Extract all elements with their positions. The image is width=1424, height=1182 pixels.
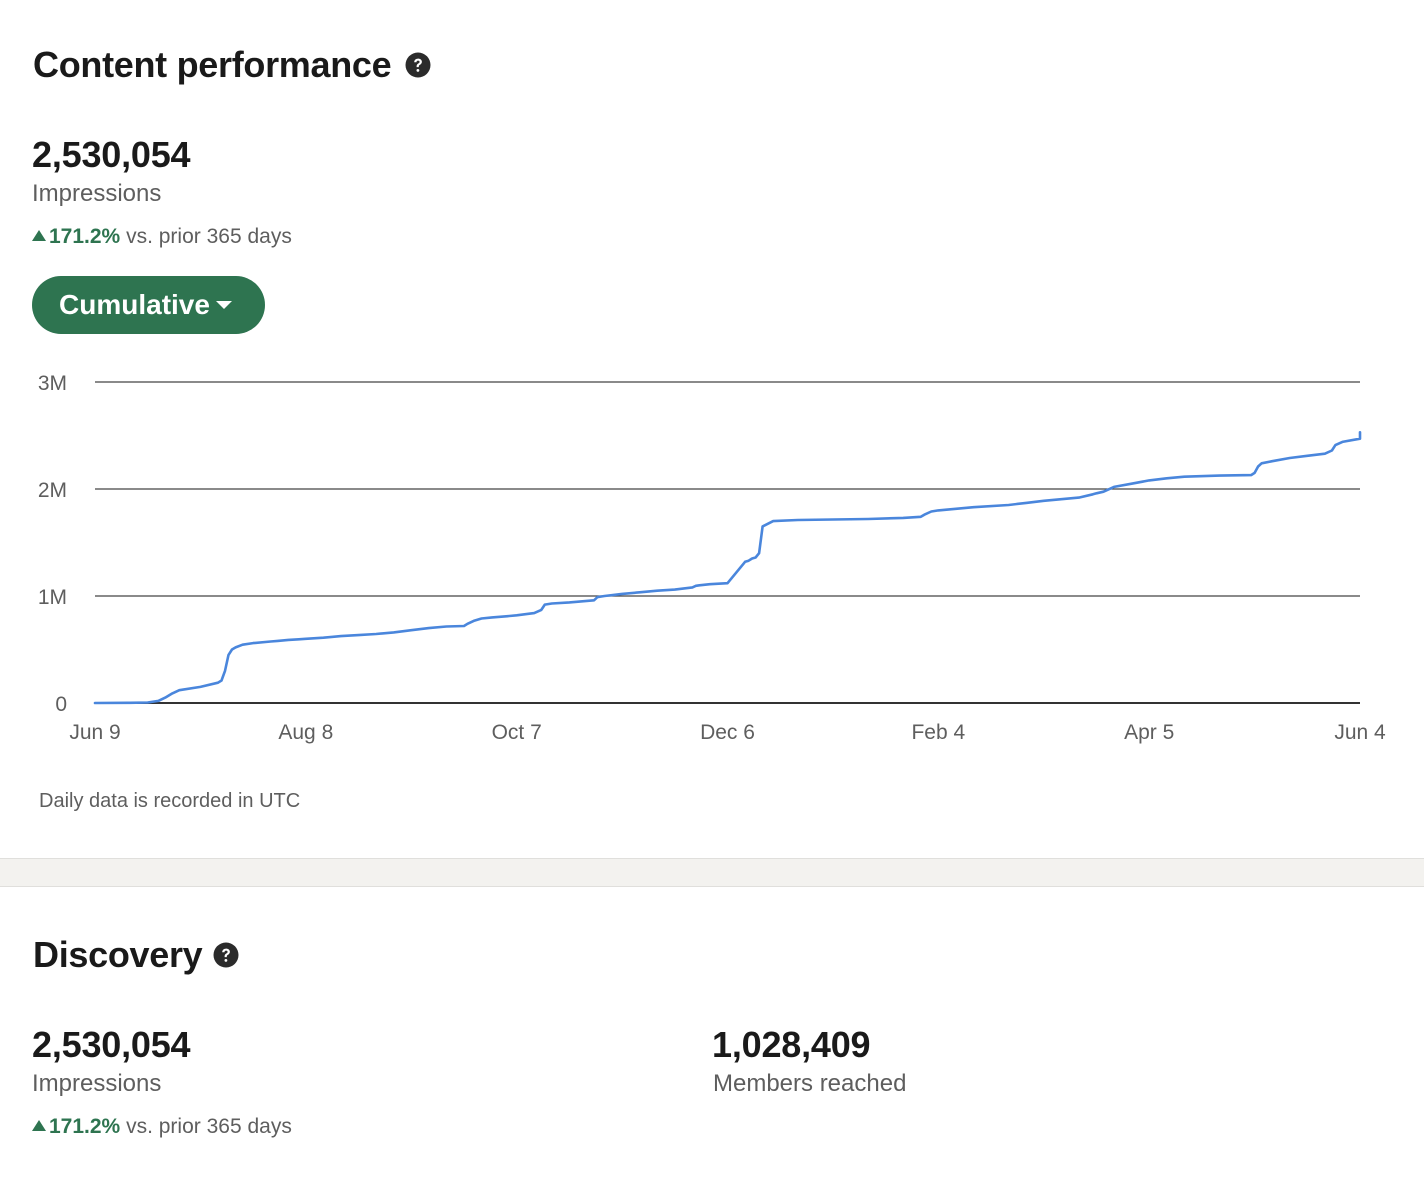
y-tick-label: 3M [38,372,67,395]
members-reached-value: 1,028,409 [712,1024,871,1065]
x-tick-label: Jun 9 [69,721,120,744]
dropdown-label: Cumulative [59,289,210,320]
discovery-impressions-label: Impressions [32,1070,162,1097]
x-tick-label: Feb 4 [911,721,965,744]
triangle-up-icon [32,230,46,241]
delta-percent: 171.2% [49,225,121,248]
question-circle-icon[interactable] [405,52,431,78]
triangle-up-icon [32,1120,46,1131]
impressions-value: 2,530,054 [32,134,191,175]
discovery-title: Discovery [33,934,203,975]
discovery-impressions-delta: 171.2% vs. prior 365 days [32,1115,292,1139]
cumulative-dropdown-button[interactable]: Cumulative [32,276,265,334]
chart-footnote: Daily data is recorded in UTC [39,790,301,812]
impressions-series-line [93,431,1362,705]
content-performance-card: Content performance 2,530,054 Impression… [32,44,1387,812]
delta-text: vs. prior 365 days [120,225,292,248]
x-tick-label: Aug 8 [278,721,333,744]
impressions-label: Impressions [32,180,162,207]
y-tick-label: 2M [38,479,67,502]
y-tick-label: 0 [55,693,67,716]
discovery-card: Discovery 2,530,054 Impressions 171.2% v… [0,887,1424,1182]
impressions-line-chart: 0 1M 2M 3M Jun 9 Aug 8 Oct 7 Dec 6 Feb 4 Apr 5 Jun… [38,372,1386,744]
x-tick-label: Jun 4 [1334,721,1386,744]
delta-percent: 171.2% [49,1115,121,1138]
content-performance-title: Content performance [33,44,392,85]
x-tick-label: Oct 7 [492,721,542,744]
x-tick-label: Apr 5 [1124,721,1174,744]
x-tick-label: Dec 6 [700,721,755,744]
impressions-delta: 171.2% vs. prior 365 days [32,225,292,249]
question-circle-icon[interactable] [213,942,239,968]
members-reached-label: Members reached [713,1070,907,1097]
section-divider [0,858,1424,887]
discovery-impressions-value: 2,530,054 [32,1024,191,1065]
delta-text: vs. prior 365 days [120,1115,292,1138]
caret-down-icon [215,301,232,309]
y-tick-label: 1M [38,586,67,609]
